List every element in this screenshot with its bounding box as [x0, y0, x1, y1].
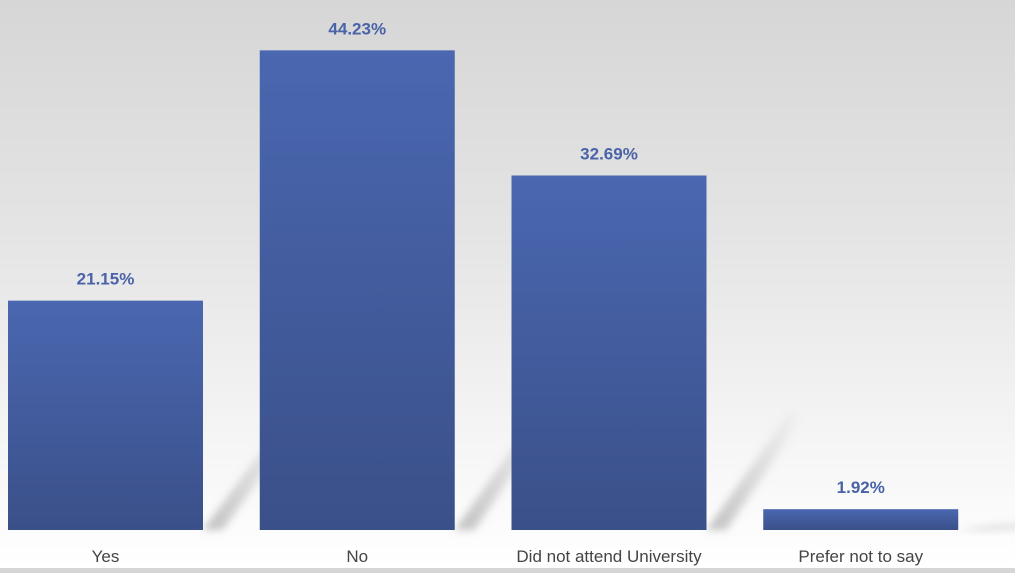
- bar-2: [259, 50, 455, 531]
- category-label-4: Prefer not to say: [798, 547, 923, 566]
- category-label-1: Yes: [92, 547, 120, 566]
- bar-shadow-4: [958, 523, 1015, 530]
- data-labels: 21.15% 44.23% 32.69% 1.92%: [77, 19, 885, 497]
- data-label-4: 1.92%: [837, 478, 885, 497]
- bar-4: [763, 509, 959, 530]
- category-labels: Yes No Did not attend University Prefer not…: [92, 547, 924, 566]
- bar-1: [8, 300, 203, 530]
- bar-shadow-3: [706, 410, 802, 530]
- bars: [8, 50, 959, 531]
- category-label-2: No: [346, 547, 368, 566]
- data-label-2: 44.23%: [328, 19, 386, 38]
- data-label-1: 21.15%: [77, 270, 135, 289]
- data-label-3: 32.69%: [580, 144, 638, 163]
- category-label-3: Did not attend University: [516, 547, 702, 566]
- bar-3: [511, 175, 707, 530]
